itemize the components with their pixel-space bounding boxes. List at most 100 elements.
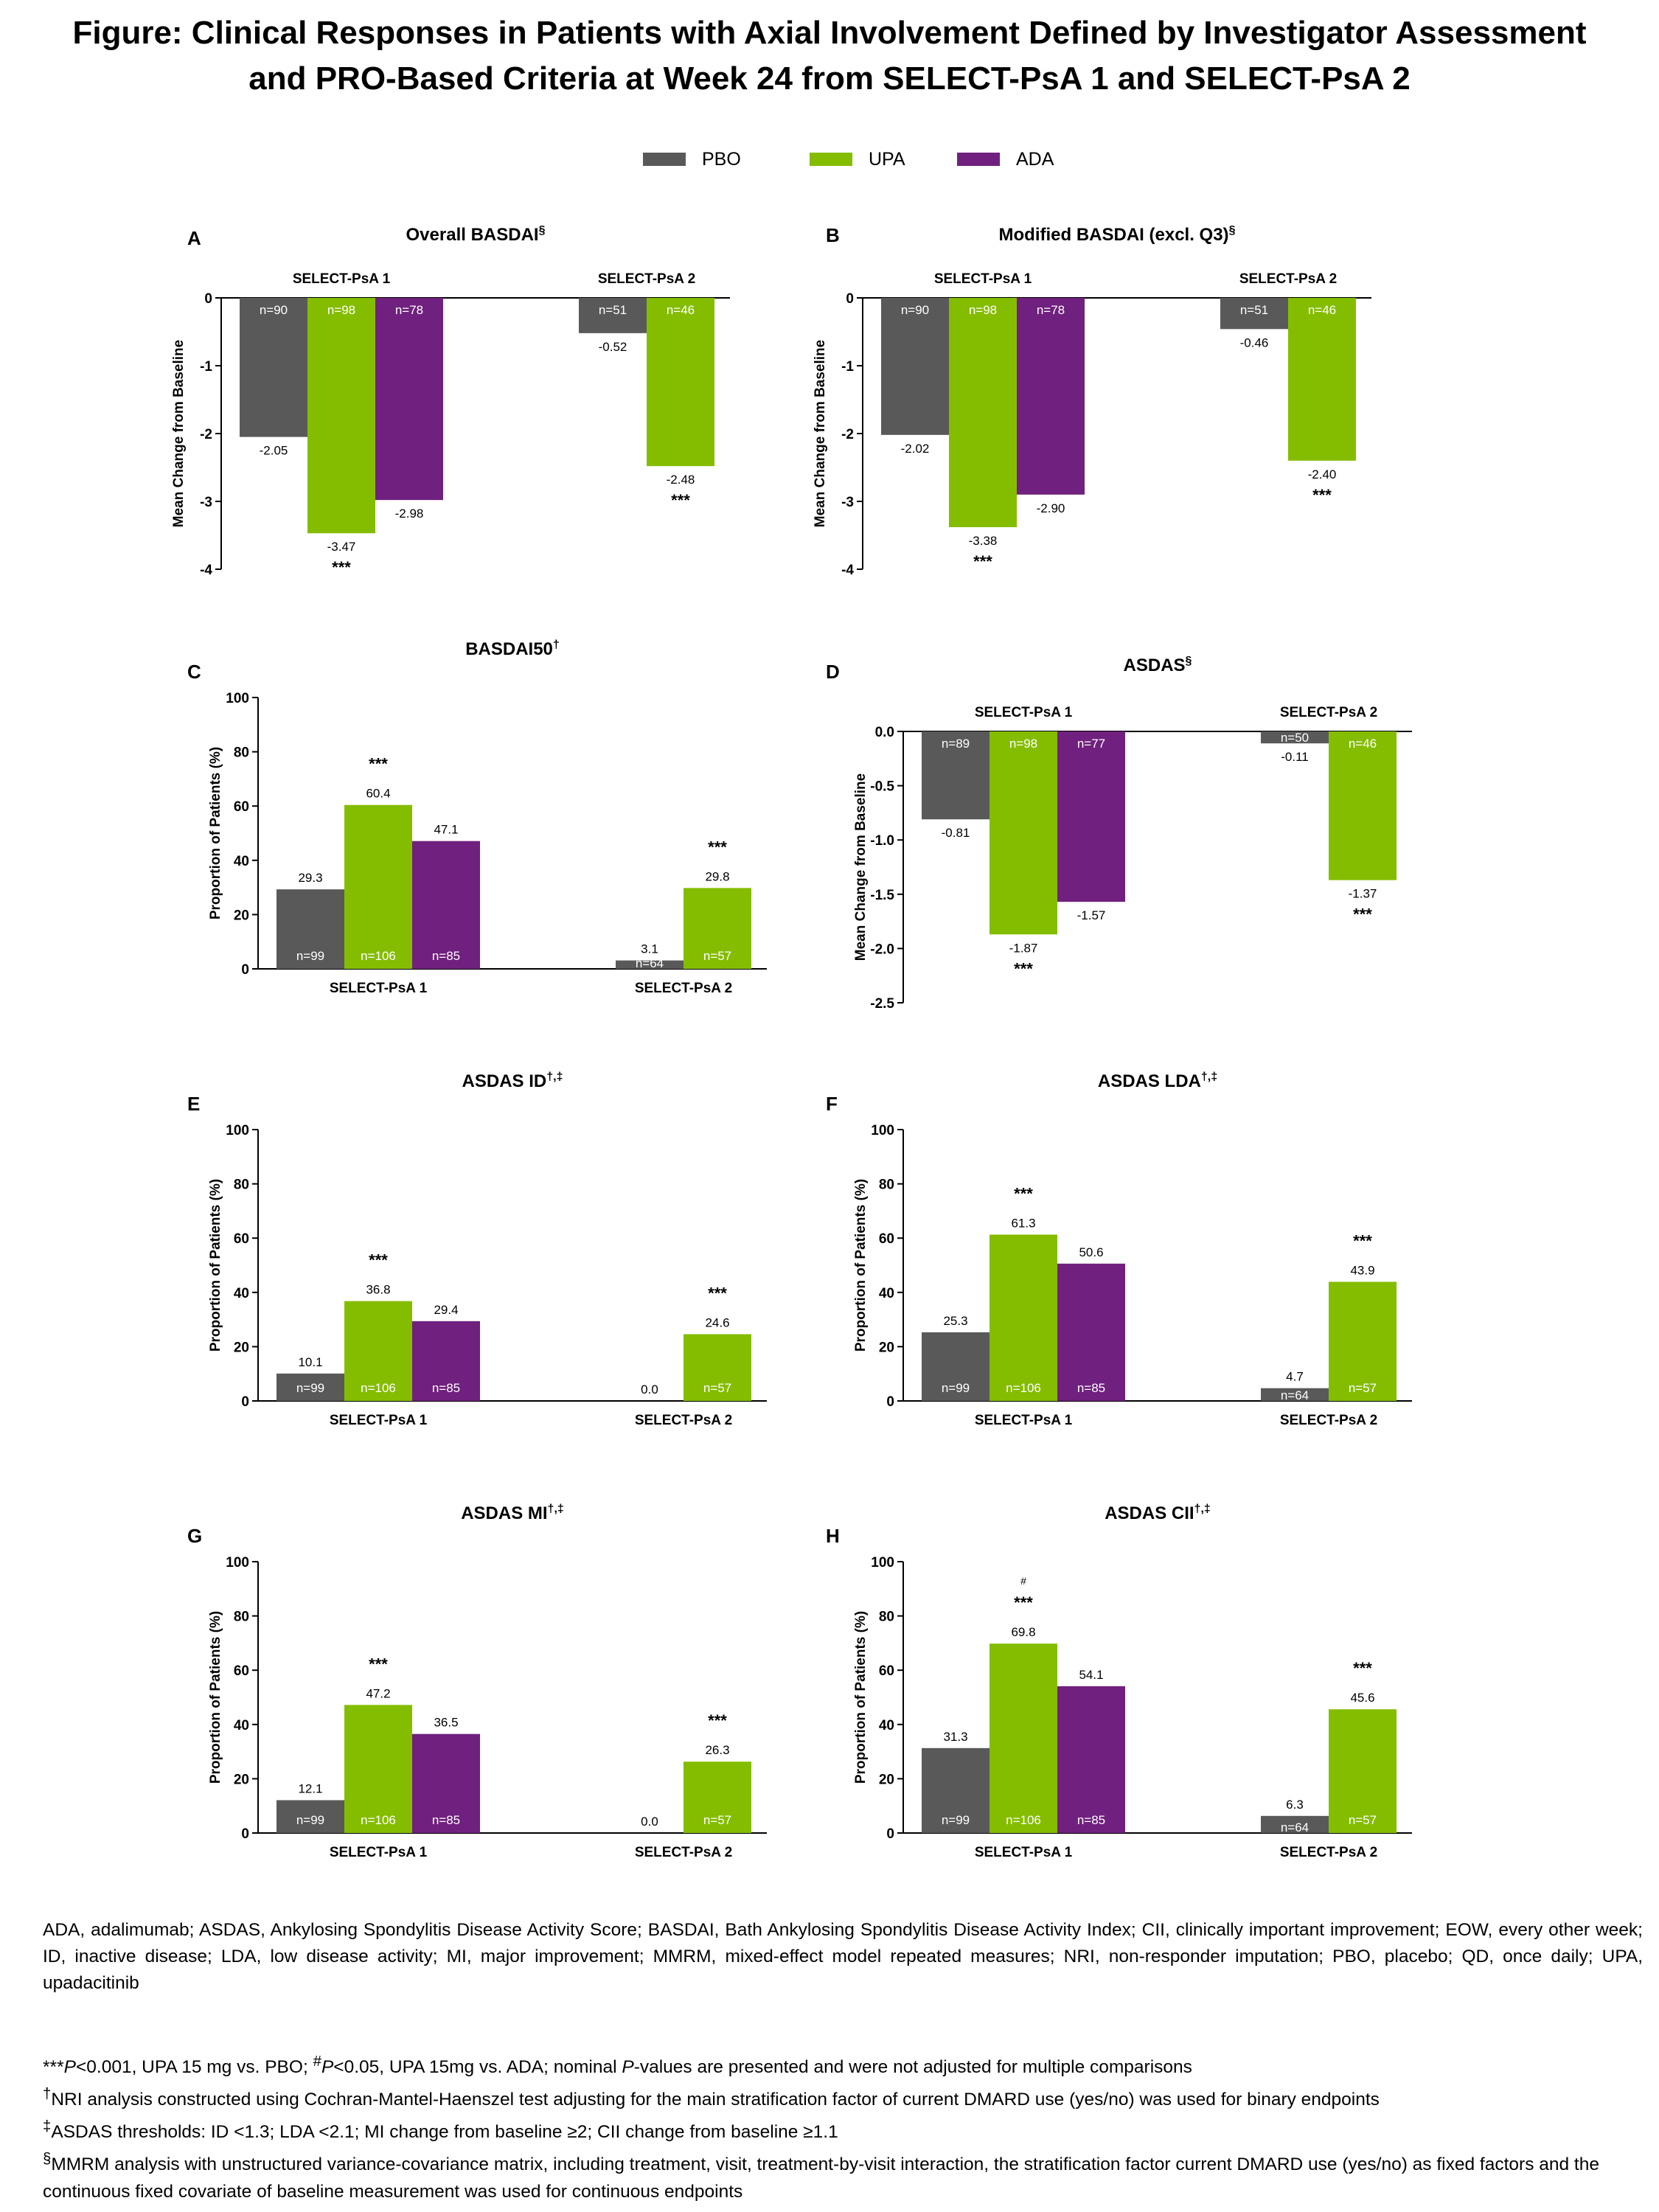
group-label: SELECT-PsA 2 <box>635 1845 732 1860</box>
group-label: SELECT-PsA 1 <box>975 1413 1073 1428</box>
footnotes: ADA, adalimumab; ASDAS, Ankylosing Spond… <box>43 1917 1643 2205</box>
y-tick-label: 0 <box>886 1394 894 1410</box>
y-axis-label: Proportion of Patients (%) <box>208 1179 223 1352</box>
value-label: 10.1 <box>298 1355 322 1369</box>
significance-marker: *** <box>708 838 727 856</box>
significance-marker: *** <box>369 1655 388 1673</box>
group-label: SELECT-PsA 1 <box>330 981 428 996</box>
bar-upa <box>307 298 375 534</box>
fn1-p2: P <box>321 2057 334 2078</box>
chart-title-sup: †,‡ <box>1194 1503 1211 1515</box>
n-label: n=99 <box>296 949 324 963</box>
y-tick-label: 80 <box>879 1610 894 1625</box>
y-tick-label: 20 <box>234 908 249 923</box>
fn1-text-b: <0.05, UPA 15mg vs. ADA; nominal <box>333 2057 622 2078</box>
abbreviations-footnote: ADA, adalimumab; ASDAS, Ankylosing Spond… <box>43 1920 1643 1993</box>
group-label: SELECT-PsA 1 <box>293 271 391 287</box>
significance-marker: *** <box>1014 1593 1033 1612</box>
fn1-text-a: <0.001, UPA 15 mg vs. PBO; <box>75 2057 313 2078</box>
bar-ada <box>412 841 480 969</box>
y-tick-label: 20 <box>879 1772 894 1787</box>
value-label: 50.6 <box>1079 1245 1103 1259</box>
significance-marker: *** <box>973 552 992 571</box>
y-tick-label: -3 <box>841 495 854 510</box>
legend: PBO UPA ADA <box>0 145 1659 174</box>
n-label: n=106 <box>1006 1381 1041 1395</box>
bar-upa <box>1329 731 1397 880</box>
y-tick-label: 60 <box>234 799 249 815</box>
bar-pbo <box>579 298 647 333</box>
fn3-text: ASDAS thresholds: ID <1.3; LDA <2.1; MI … <box>51 2122 838 2143</box>
fn2-mark: † <box>43 2086 52 2103</box>
n-label: n=51 <box>1240 303 1268 317</box>
bar-ada <box>1057 1686 1125 1833</box>
value-label: 36.5 <box>434 1716 458 1730</box>
group-label: SELECT-PsA 2 <box>1280 705 1377 720</box>
significance-marker: *** <box>1353 1231 1372 1250</box>
n-label: n=46 <box>1308 303 1336 317</box>
n-label: n=57 <box>1349 1381 1377 1395</box>
bar-upa <box>684 888 751 969</box>
value-label: 69.8 <box>1011 1625 1035 1639</box>
y-tick-label: -4 <box>200 563 212 578</box>
bar-pbo <box>1220 298 1288 330</box>
y-tick-label: 60 <box>234 1663 249 1679</box>
value-label: -3.47 <box>327 540 356 554</box>
value-label: 31.3 <box>943 1730 967 1744</box>
legend-swatch-upa <box>810 153 852 166</box>
value-label: -1.57 <box>1077 908 1106 922</box>
value-label: -2.98 <box>395 507 424 521</box>
value-label: 61.3 <box>1011 1216 1035 1230</box>
bar-pbo <box>1261 1815 1329 1833</box>
value-label: -2.40 <box>1308 467 1337 481</box>
n-label: n=90 <box>901 303 929 317</box>
group-label: SELECT-PsA 2 <box>635 981 732 996</box>
footnote-mmrm: §MMRM analysis with unstructured varianc… <box>43 2146 1643 2205</box>
value-label: 25.3 <box>943 1314 967 1328</box>
chart-title-sup: †,‡ <box>1201 1071 1217 1083</box>
n-label: n=64 <box>636 1820 664 1834</box>
n-label: n=85 <box>1077 1381 1105 1395</box>
y-tick-label: -4 <box>841 563 854 578</box>
significance-marker: *** <box>708 1711 727 1730</box>
bar-ada <box>375 298 443 501</box>
chart-title-text: ASDAS <box>1124 655 1186 675</box>
fn4-mark: § <box>43 2151 52 2168</box>
value-label: 29.8 <box>705 869 729 883</box>
n-label: n=106 <box>1006 1813 1041 1827</box>
bar-pbo <box>1261 731 1329 744</box>
y-tick-label: 0 <box>846 291 854 307</box>
group-label: SELECT-PsA 2 <box>1239 271 1337 287</box>
y-axis-label: Proportion of Patients (%) <box>853 1179 869 1352</box>
legend-label-upa: UPA <box>869 148 905 170</box>
group-label: SELECT-PsA 1 <box>330 1413 428 1428</box>
significance-marker: *** <box>1312 486 1332 504</box>
fn3-mark: ‡ <box>43 2118 52 2135</box>
y-tick-label: 40 <box>234 1286 249 1301</box>
value-label: 26.3 <box>705 1743 729 1757</box>
n-label: n=77 <box>1077 737 1105 751</box>
legend-item-upa: UPA <box>810 145 905 174</box>
bar-upa <box>990 1234 1057 1401</box>
y-tick-label: 80 <box>879 1178 894 1193</box>
y-axis-label: Mean Change from Baseline <box>853 773 869 961</box>
legend-swatch-ada <box>957 153 1000 166</box>
bar-pbo <box>240 298 307 437</box>
y-tick-label: 40 <box>234 1718 249 1733</box>
legend-item-pbo: PBO <box>643 145 741 174</box>
n-label: n=46 <box>667 303 695 317</box>
n-label: n=106 <box>361 949 396 963</box>
group-label: SELECT-PsA 1 <box>975 705 1073 720</box>
bar-upa <box>684 1334 751 1401</box>
fn1-mark: *** <box>43 2057 64 2078</box>
y-tick-label: -1 <box>200 359 212 375</box>
figure-title-line-2: and PRO-Based Criteria at Week 24 from S… <box>248 60 1411 97</box>
n-label: n=85 <box>432 1381 460 1395</box>
fn1-text-c: -values are presented and were not adjus… <box>633 2057 1192 2078</box>
y-tick-label: 40 <box>879 1718 894 1733</box>
n-label: n=64 <box>636 1388 664 1402</box>
value-label: -3.38 <box>969 534 998 548</box>
chart-modified-basdai: Modified BASDAI (excl. Q3)§ 0 -1 -2 -3 -4 Mean… <box>813 224 1371 578</box>
chart-asdas-id: ASDAS ID†,‡ 0 20 40 60 80 100 Proportion of Pat… <box>208 1071 767 1428</box>
bar-pbo <box>1261 1388 1329 1401</box>
